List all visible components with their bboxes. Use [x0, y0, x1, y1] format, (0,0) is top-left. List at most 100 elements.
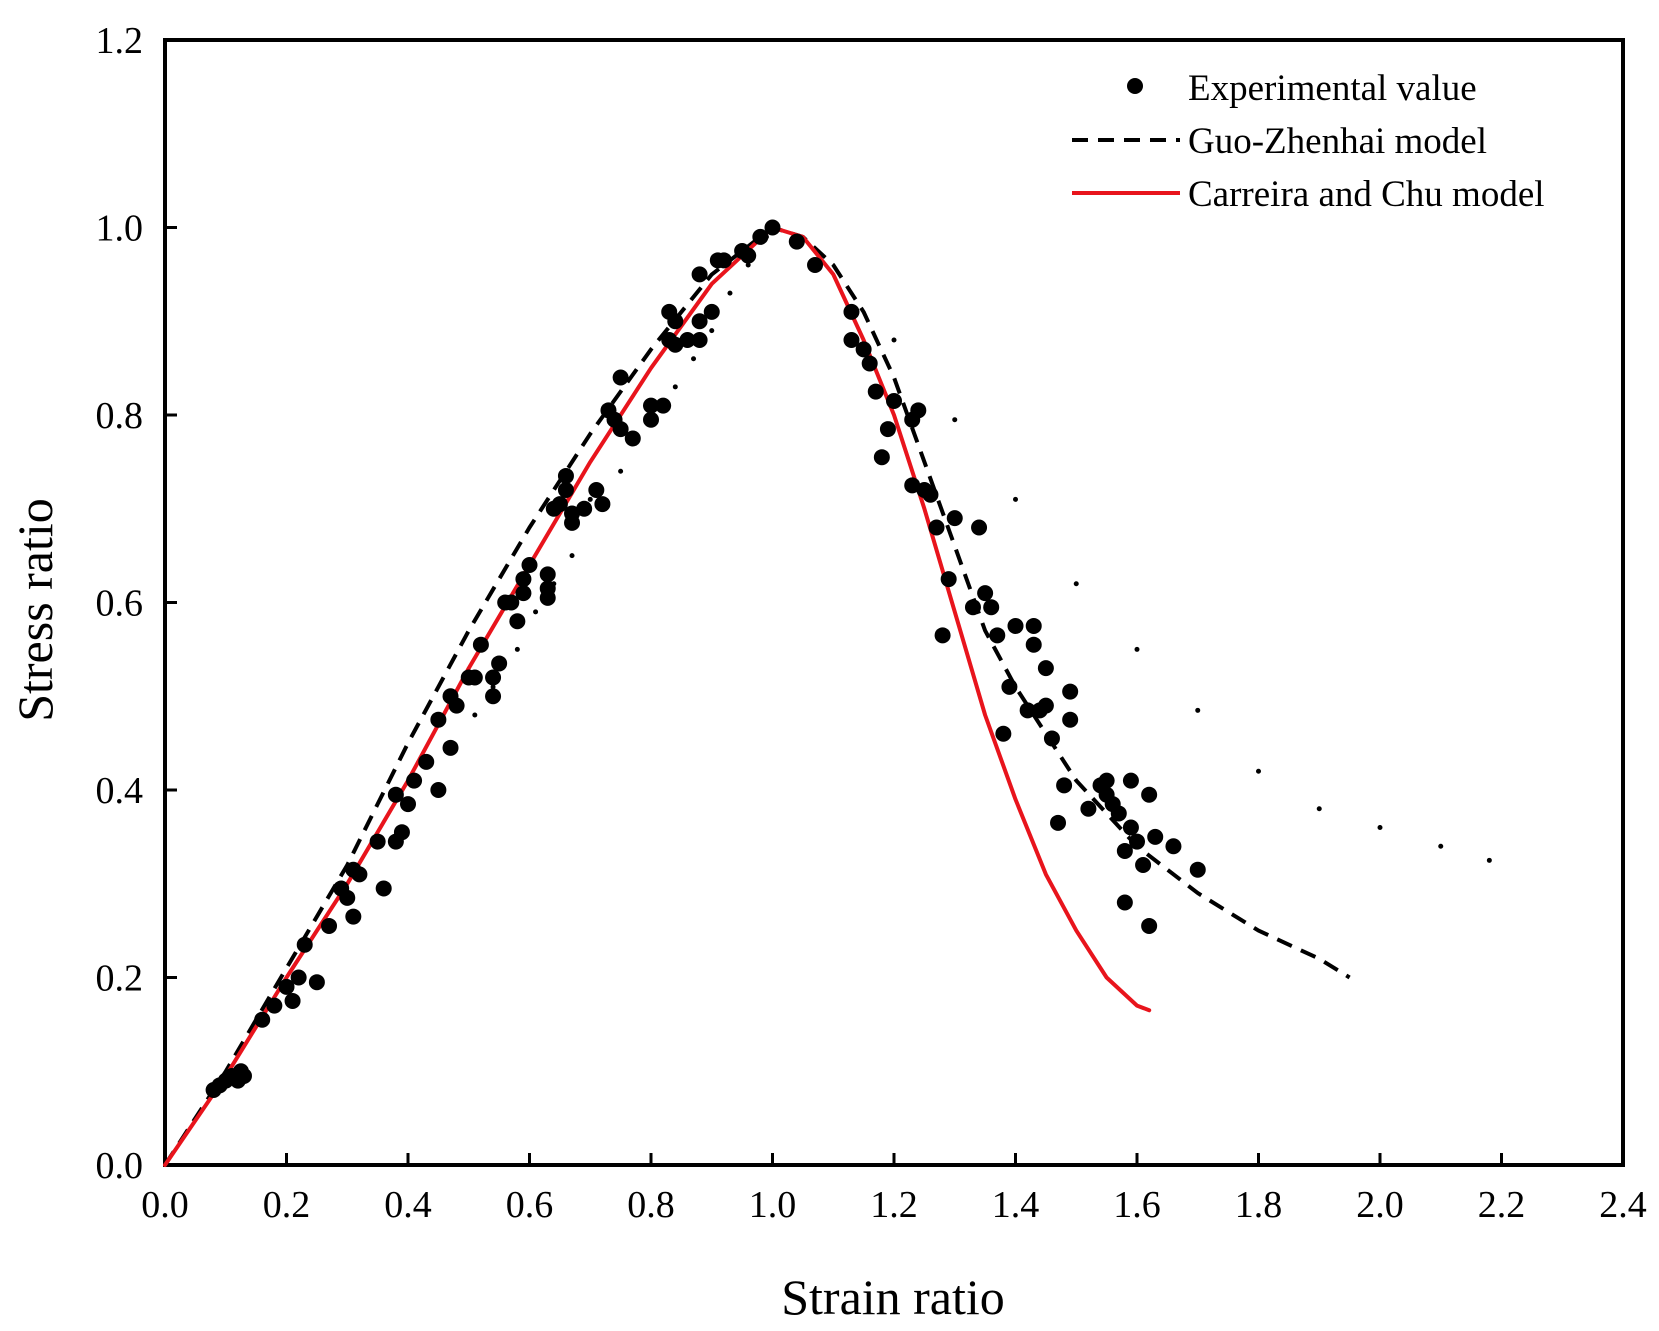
- x-tick-label: 1.8: [1235, 1184, 1283, 1226]
- experimental-point: [655, 397, 672, 414]
- experimental-point: [254, 1011, 271, 1028]
- experimental-point: [752, 228, 769, 245]
- x-tick-label: 1.6: [1113, 1184, 1161, 1226]
- trail-dot: [727, 290, 733, 296]
- experimental-point: [855, 341, 872, 358]
- y-tick-label: 1.0: [96, 208, 144, 250]
- experimental-point: [406, 772, 423, 789]
- experimental-point: [557, 467, 574, 484]
- experimental-point: [515, 571, 532, 588]
- experimental-point: [1141, 786, 1158, 803]
- experimental-point: [612, 421, 629, 438]
- experimental-point: [643, 397, 659, 414]
- experimental-point: [491, 655, 508, 672]
- experimental-point: [940, 571, 957, 588]
- x-tick-label: 0.0: [141, 1184, 189, 1226]
- y-tick-label: 0.4: [96, 770, 144, 812]
- x-tick-label: 1.4: [992, 1184, 1040, 1226]
- experimental-point: [576, 500, 593, 517]
- legend-label-carreira: Carreira and Chu model: [1188, 174, 1545, 215]
- trail-dot: [1073, 581, 1079, 587]
- experimental-points: [205, 219, 1206, 1098]
- experimental-point: [1037, 697, 1054, 714]
- experimental-point: [1025, 636, 1042, 653]
- x-tick-label: 1.2: [870, 1184, 918, 1226]
- experimental-point: [1141, 917, 1158, 934]
- experimental-point: [1056, 777, 1073, 794]
- trail-dot: [490, 684, 496, 690]
- experimental-point: [612, 369, 629, 386]
- trail-dot: [587, 496, 593, 502]
- legend-marker-experimental: [1127, 78, 1143, 94]
- experimental-point: [691, 313, 708, 330]
- legend: Experimental value Guo-Zhenhai model Car…: [1072, 68, 1545, 215]
- experimental-point: [989, 627, 1006, 644]
- experimental-point: [715, 252, 732, 269]
- trail-dot: [1134, 646, 1140, 652]
- experimental-point: [485, 669, 502, 686]
- experimental-point: [1043, 730, 1060, 747]
- experimental-point: [1165, 838, 1182, 855]
- experimental-point: [1116, 894, 1133, 911]
- trail-dot: [709, 328, 715, 334]
- experimental-point: [873, 449, 890, 466]
- experimental-point: [1019, 702, 1036, 719]
- x-tick-label: 2.0: [1356, 1184, 1404, 1226]
- experimental-point: [509, 613, 526, 630]
- experimental-point: [557, 482, 574, 498]
- trail-dot: [1377, 825, 1383, 830]
- experimental-point: [375, 880, 392, 897]
- experimental-point: [910, 402, 927, 419]
- trail-dot: [745, 262, 751, 268]
- carreira-chu-line: [163, 225, 1152, 1167]
- experimental-point: [843, 332, 860, 348]
- guo-zhenhai-line: [163, 225, 1351, 1167]
- experimental-point: [448, 697, 465, 714]
- experimental-point: [1122, 772, 1139, 789]
- experimental-point: [339, 889, 356, 906]
- experimental-point: [977, 585, 994, 602]
- experimental-point: [430, 782, 447, 798]
- experimental-point: [278, 978, 295, 995]
- x-tick-label: 0.6: [506, 1184, 554, 1226]
- trail-dot: [672, 384, 678, 390]
- experimental-point: [691, 266, 708, 283]
- experimental-point: [667, 336, 684, 353]
- y-tick-label: 0.8: [96, 395, 144, 437]
- carreira-chu-curve: [163, 225, 1152, 1167]
- trail-dot: [1195, 707, 1201, 713]
- experimental-point: [564, 514, 581, 531]
- trail-dot: [1316, 806, 1322, 812]
- experimental-point: [351, 866, 368, 883]
- experimental-point: [387, 786, 404, 803]
- experimental-point: [430, 711, 447, 728]
- experimental-point: [503, 594, 520, 611]
- experimental-point: [594, 496, 611, 513]
- experimental-point: [393, 824, 410, 841]
- experimental-point: [1001, 678, 1018, 695]
- x-tick-label: 0.8: [627, 1184, 675, 1226]
- trail-dot: [533, 609, 539, 615]
- x-tick-label: 1.0: [749, 1184, 797, 1226]
- x-axis-title: Strain ratio: [781, 1269, 1005, 1325]
- experimental-point: [964, 599, 981, 616]
- experimental-point: [418, 753, 435, 770]
- experimental-point: [995, 725, 1012, 742]
- experimental-point: [284, 992, 301, 1009]
- experimental-point: [485, 688, 502, 705]
- y-tick-label: 0.2: [96, 958, 144, 1000]
- experimental-point: [1135, 857, 1152, 873]
- experimental-point: [764, 219, 781, 236]
- y-tick-label: 0.6: [96, 583, 144, 625]
- experimental-point: [472, 636, 489, 653]
- experimental-point: [1062, 683, 1079, 700]
- experimental-point: [971, 519, 988, 536]
- experimental-point: [1147, 828, 1164, 845]
- trail-dot: [514, 646, 520, 652]
- experimental-point: [235, 1067, 252, 1084]
- trail-dot: [691, 356, 697, 362]
- x-axis-ticks: 0.0 0.2 0.4 0.6 0.8 1.0 1.2 1.4 1.6 1.8 2.0 2.2 2.4: [141, 1153, 1647, 1226]
- x-tick-label: 2.4: [1599, 1184, 1647, 1226]
- x-tick-label: 0.4: [384, 1184, 432, 1226]
